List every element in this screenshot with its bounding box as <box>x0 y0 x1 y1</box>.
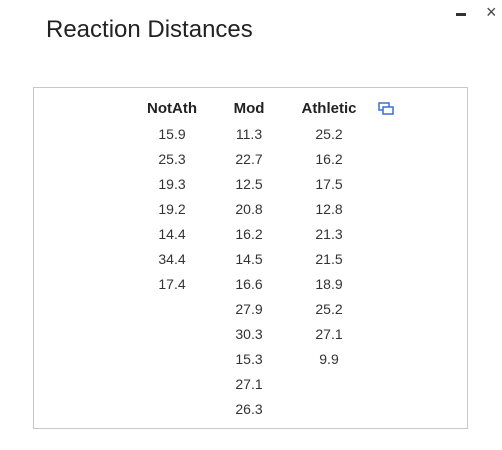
table-cell: 25.2 <box>315 126 343 142</box>
window-title: Reaction Distances <box>46 16 253 43</box>
table-cell: 25.3 <box>158 151 186 167</box>
table-cell: 27.1 <box>315 326 343 342</box>
column-cells-mod: 11.3 22.7 12.5 20.8 16.2 14.5 16.6 27.9 30.3 15.3… <box>224 122 274 422</box>
expand-window-icon-svg <box>378 102 394 115</box>
column-notath: NotAth 15.9 25.3 19.3 19.2 14.4 34.4 17.4 <box>142 100 202 297</box>
table-cell: 9.9 <box>319 351 339 367</box>
expand-window-icon[interactable] <box>378 102 394 116</box>
minimize-button[interactable] <box>454 6 470 22</box>
table-cell: 27.9 <box>235 301 263 317</box>
table-cell: 12.5 <box>235 176 263 192</box>
column-cells-notath: 15.9 25.3 19.3 19.2 14.4 34.4 17.4 <box>142 122 202 297</box>
table-cell: 15.3 <box>235 351 263 367</box>
table-cell: 30.3 <box>235 326 263 342</box>
table-cell: 16.2 <box>235 226 263 242</box>
table-cell: 14.5 <box>235 251 263 267</box>
table-cell: 14.4 <box>158 226 186 242</box>
table-cell: 19.2 <box>158 201 186 217</box>
minimize-icon <box>456 13 466 16</box>
table-cell: 26.3 <box>235 401 263 417</box>
table-cell: 17.5 <box>315 176 343 192</box>
table-cell: 17.4 <box>158 276 186 292</box>
column-athletic: Athletic 25.2 16.2 17.5 12.8 21.3 21.5 18.9 25.… <box>296 100 362 372</box>
column-header-notath: NotAth <box>147 100 197 117</box>
column-header-mod: Mod <box>233 100 265 117</box>
column-mod: Mod 11.3 22.7 12.5 20.8 16.2 14.5 16.6 27.9 30.3… <box>224 100 274 422</box>
table-cell: 34.4 <box>158 251 186 267</box>
table-cell: 19.3 <box>158 176 186 192</box>
table-cell: 12.8 <box>315 201 343 217</box>
table-cell: 21.5 <box>315 251 343 267</box>
column-cells-athletic: 25.2 16.2 17.5 12.8 21.3 21.5 18.9 25.2 27.1 9.9 <box>296 122 362 372</box>
data-table-panel: NotAth 15.9 25.3 19.3 19.2 14.4 34.4 17.4 Mod … <box>33 87 468 429</box>
table-cell: 16.2 <box>315 151 343 167</box>
table-cell: 16.6 <box>235 276 263 292</box>
table-cell: 25.2 <box>315 301 343 317</box>
table-cell: 18.9 <box>315 276 343 292</box>
column-header-athletic: Athletic <box>301 100 357 117</box>
close-button[interactable]: × <box>486 2 502 22</box>
table-cell: 21.3 <box>315 226 343 242</box>
table-cell: 20.8 <box>235 201 263 217</box>
table-cell: 11.3 <box>235 126 263 142</box>
close-icon: × <box>486 2 497 22</box>
table-cell: 27.1 <box>235 376 263 392</box>
table-cell: 22.7 <box>235 151 263 167</box>
table-cell: 15.9 <box>158 126 186 142</box>
